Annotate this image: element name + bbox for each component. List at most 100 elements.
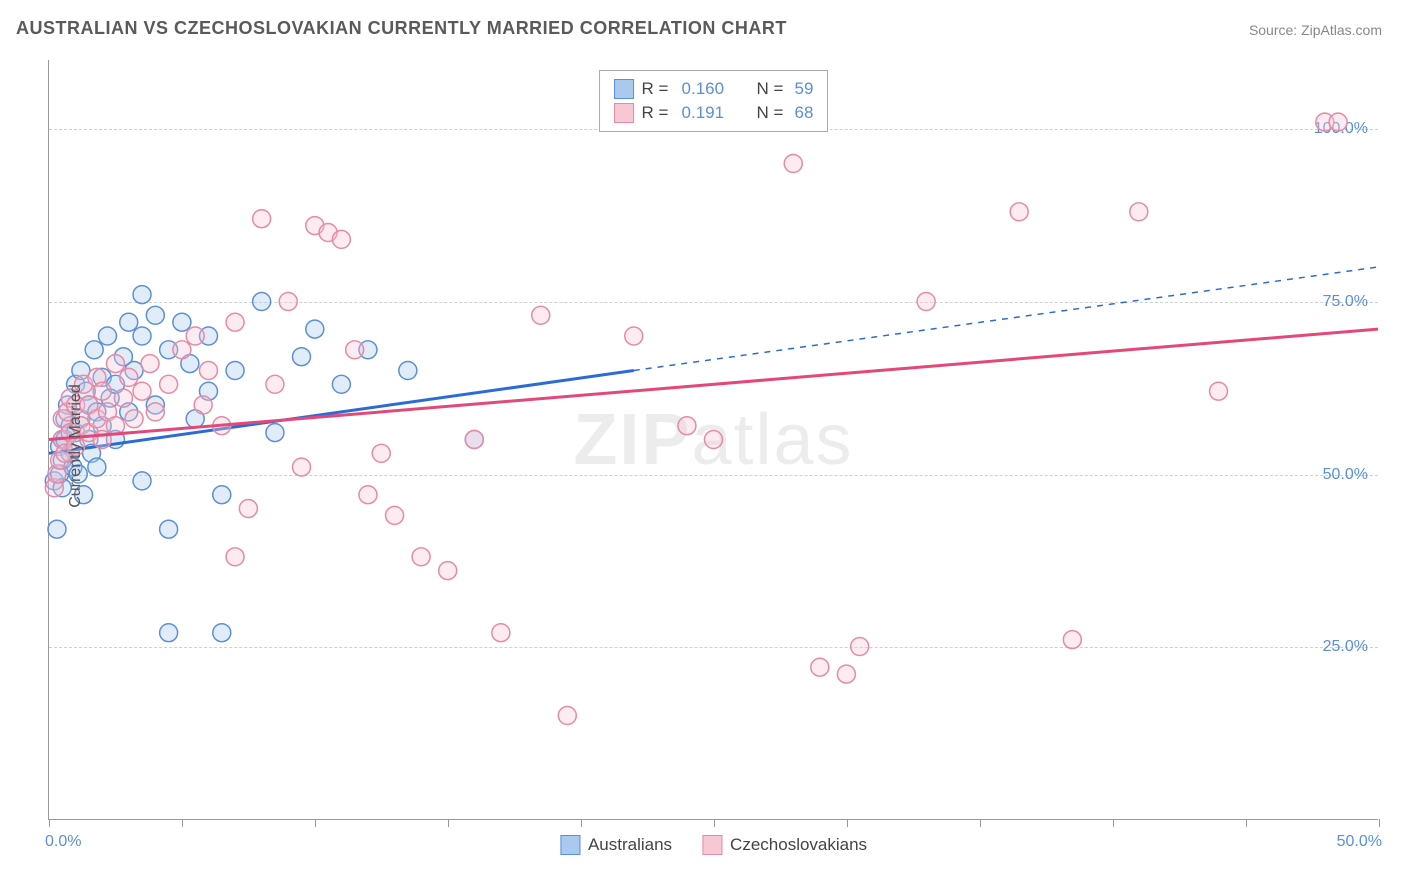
scatter-point bbox=[173, 341, 191, 359]
x-tick bbox=[980, 819, 981, 827]
scatter-point bbox=[199, 362, 217, 380]
scatter-point bbox=[359, 486, 377, 504]
scatter-point bbox=[226, 362, 244, 380]
scatter-point bbox=[48, 520, 66, 538]
scatter-point bbox=[293, 348, 311, 366]
scatter-point bbox=[146, 306, 164, 324]
scatter-point bbox=[120, 313, 138, 331]
scatter-point bbox=[1210, 382, 1228, 400]
regression-line bbox=[49, 329, 1378, 439]
scatter-point bbox=[266, 375, 284, 393]
legend-label: Australians bbox=[588, 835, 672, 855]
source-label: Source: ZipAtlas.com bbox=[1249, 22, 1382, 38]
scatter-point bbox=[213, 624, 231, 642]
scatter-point bbox=[558, 707, 576, 725]
scatter-point bbox=[253, 210, 271, 228]
scatter-point bbox=[133, 286, 151, 304]
scatter-point bbox=[372, 444, 390, 462]
scatter-point bbox=[386, 506, 404, 524]
legend-swatch bbox=[614, 79, 634, 99]
scatter-point bbox=[1063, 631, 1081, 649]
scatter-point bbox=[532, 306, 550, 324]
x-tick bbox=[714, 819, 715, 827]
scatter-point bbox=[678, 417, 696, 435]
scatter-point bbox=[625, 327, 643, 345]
scatter-point bbox=[1329, 113, 1347, 131]
legend-swatch bbox=[702, 835, 722, 855]
scatter-point bbox=[837, 665, 855, 683]
r-value: 0.160 bbox=[682, 79, 737, 99]
chart-title: AUSTRALIAN VS CZECHOSLOVAKIAN CURRENTLY … bbox=[16, 18, 787, 39]
scatter-point bbox=[293, 458, 311, 476]
x-tick bbox=[1246, 819, 1247, 827]
scatter-point bbox=[85, 341, 103, 359]
correlation-legend-box: R = 0.160 N = 59 R = 0.191 N = 68 bbox=[599, 70, 829, 132]
n-label: N = bbox=[757, 103, 787, 123]
scatter-point bbox=[226, 313, 244, 331]
x-tick bbox=[581, 819, 582, 827]
scatter-point bbox=[146, 403, 164, 421]
scatter-point bbox=[851, 638, 869, 656]
scatter-point bbox=[160, 624, 178, 642]
scatter-point bbox=[194, 396, 212, 414]
scatter-point bbox=[811, 658, 829, 676]
scatter-point bbox=[133, 382, 151, 400]
scatter-point bbox=[186, 327, 204, 345]
scatter-point bbox=[346, 341, 364, 359]
scatter-point bbox=[705, 431, 723, 449]
x-tick bbox=[1113, 819, 1114, 827]
scatter-point bbox=[98, 327, 116, 345]
scatter-point bbox=[253, 293, 271, 311]
correlation-row: R = 0.160 N = 59 bbox=[614, 77, 814, 101]
legend-swatch bbox=[614, 103, 634, 123]
scatter-point bbox=[93, 382, 111, 400]
legend-label: Czechoslovakians bbox=[730, 835, 867, 855]
x-tick bbox=[1379, 819, 1380, 827]
legend-swatch bbox=[560, 835, 580, 855]
x-tick bbox=[315, 819, 316, 827]
scatter-point bbox=[399, 362, 417, 380]
scatter-point bbox=[1010, 203, 1028, 221]
scatter-point bbox=[306, 320, 324, 338]
scatter-point bbox=[125, 410, 143, 428]
scatter-point bbox=[160, 520, 178, 538]
r-label: R = bbox=[642, 79, 674, 99]
scatter-point bbox=[439, 562, 457, 580]
correlation-row: R = 0.191 N = 68 bbox=[614, 101, 814, 125]
scatter-point bbox=[332, 230, 350, 248]
scatter-point bbox=[784, 155, 802, 173]
scatter-point bbox=[266, 424, 284, 442]
scatter-point bbox=[412, 548, 430, 566]
scatter-plot-svg bbox=[49, 60, 1378, 819]
scatter-point bbox=[133, 327, 151, 345]
scatter-point bbox=[917, 293, 935, 311]
scatter-point bbox=[1130, 203, 1148, 221]
x-axis-label-max: 50.0% bbox=[1337, 833, 1382, 851]
scatter-point bbox=[114, 389, 132, 407]
scatter-point bbox=[88, 458, 106, 476]
scatter-point bbox=[279, 293, 297, 311]
y-axis-label: Currently Married bbox=[67, 384, 85, 508]
regression-line-dashed bbox=[634, 267, 1378, 371]
r-label: R = bbox=[642, 103, 674, 123]
scatter-point bbox=[160, 375, 178, 393]
scatter-point bbox=[141, 355, 159, 373]
n-label: N = bbox=[757, 79, 787, 99]
n-value: 59 bbox=[795, 79, 814, 99]
scatter-point bbox=[332, 375, 350, 393]
scatter-point bbox=[465, 431, 483, 449]
scatter-point bbox=[173, 313, 191, 331]
scatter-point bbox=[120, 368, 138, 386]
legend-bottom: Australians Czechoslovakians bbox=[560, 835, 867, 855]
legend-item: Czechoslovakians bbox=[702, 835, 867, 855]
x-tick bbox=[49, 819, 50, 827]
scatter-point bbox=[492, 624, 510, 642]
scatter-point bbox=[239, 500, 257, 518]
x-axis-label-min: 0.0% bbox=[45, 833, 81, 851]
x-tick bbox=[182, 819, 183, 827]
r-value: 0.191 bbox=[682, 103, 737, 123]
scatter-point bbox=[106, 355, 124, 373]
scatter-point bbox=[226, 548, 244, 566]
n-value: 68 bbox=[795, 103, 814, 123]
scatter-point bbox=[133, 472, 151, 490]
